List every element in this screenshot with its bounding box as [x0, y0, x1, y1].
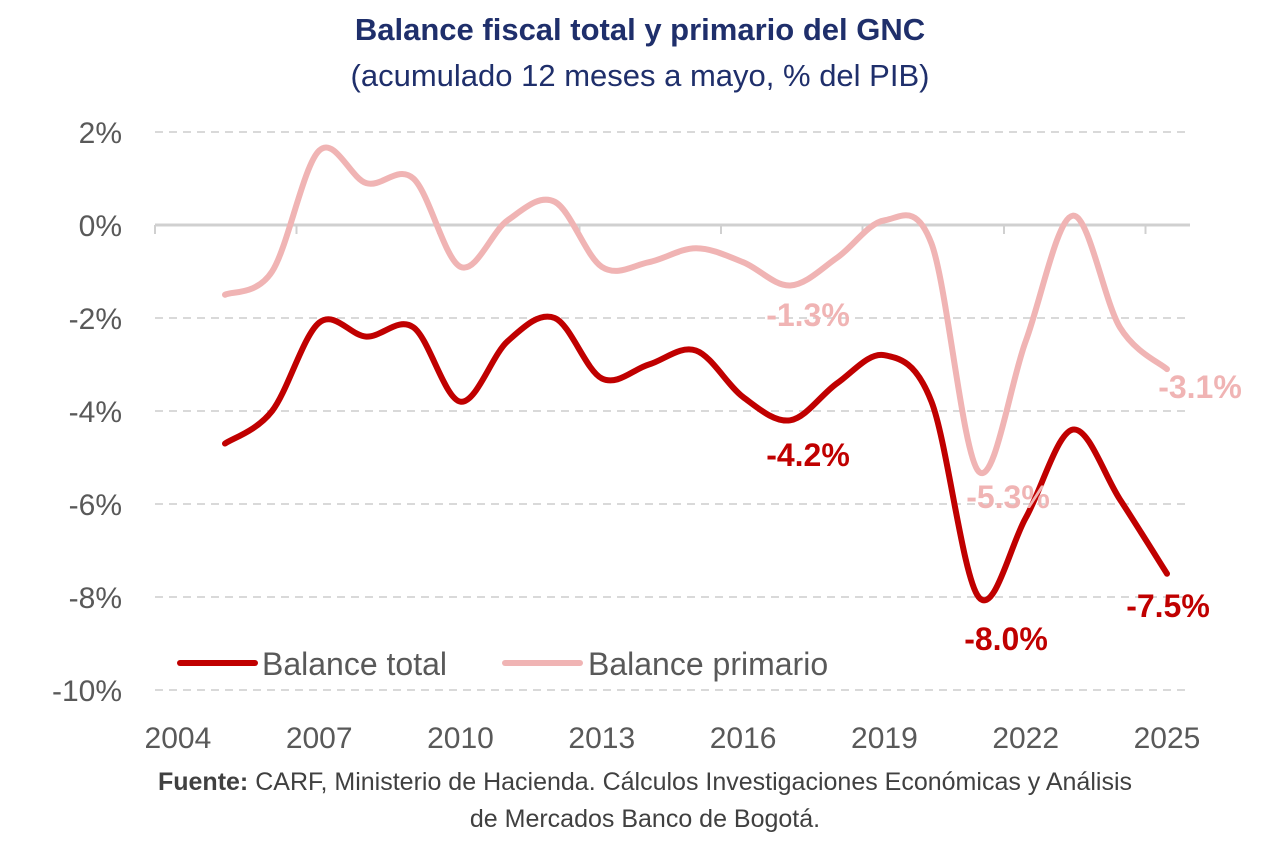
x-tick-label: 2004	[145, 722, 212, 755]
source-text: CARF, Ministerio de Hacienda. Cálculos I…	[255, 768, 1133, 796]
series-line-balance-primario	[222, 144, 1170, 477]
x-tick-label: 2010	[427, 722, 494, 755]
y-tick-label: 0%	[79, 210, 122, 243]
data-label: -7.5%	[1126, 588, 1210, 624]
data-label: -1.3%	[766, 297, 850, 333]
y-tick-label: 2%	[79, 117, 122, 150]
source-note: Fuente: CARF, Ministerio de Hacienda. Cá…	[0, 764, 1280, 838]
chart-subtitle: (acumulado 12 meses a mayo, % del PIB)	[350, 58, 930, 93]
data-label: -3.1%	[1158, 369, 1242, 405]
y-tick-label: -6%	[69, 489, 122, 522]
series-line-balance-total	[222, 313, 1170, 604]
chart-title: Balance fiscal total y primario del GNC	[354, 12, 926, 47]
y-tick-label: -4%	[69, 396, 122, 429]
data-label: -4.2%	[766, 437, 850, 473]
x-tick-label: 2016	[710, 722, 777, 755]
x-tick-label: 2022	[992, 722, 1059, 755]
x-tick-label: 2013	[568, 722, 635, 755]
data-label: -5.3%	[966, 479, 1050, 515]
y-tick-label: -10%	[52, 675, 122, 708]
data-label: -8.0%	[964, 621, 1048, 657]
x-tick-label: 2025	[1134, 722, 1201, 755]
legend-label-balance-total: Balance total	[262, 646, 447, 682]
y-tick-label: -2%	[69, 303, 122, 336]
legend-label-balance-primario: Balance primario	[588, 646, 828, 682]
source-text-2: de Mercados Banco de Bogotá.	[469, 805, 821, 833]
x-tick-label: 2019	[851, 722, 918, 755]
y-tick-label: -8%	[69, 582, 122, 615]
x-tick-label: 2007	[286, 722, 353, 755]
source-label: Fuente:	[157, 768, 249, 796]
